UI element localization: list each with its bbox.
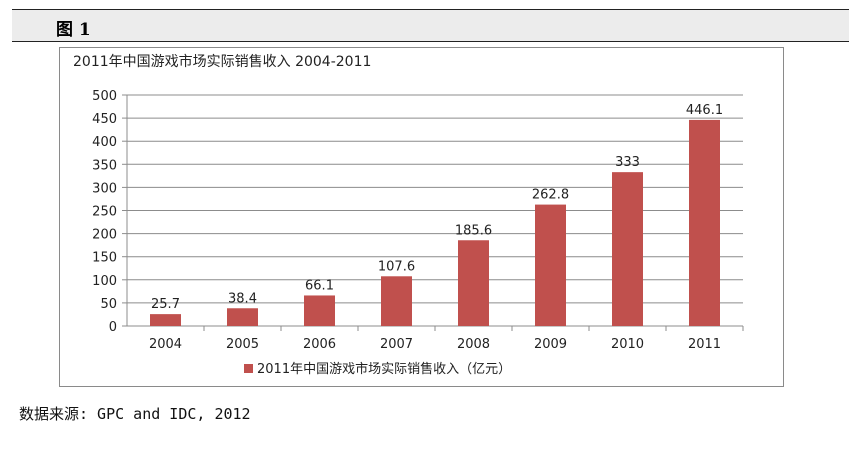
x-tick-label: 2007 [380, 337, 413, 352]
y-tick-label: 450 [92, 112, 117, 127]
x-tick-label: 2008 [457, 337, 490, 352]
data-label: 185.6 [455, 223, 492, 238]
source-note: 数据来源: GPC and IDC, 2012 [19, 405, 251, 423]
bar [612, 172, 643, 326]
y-tick-label: 100 [92, 274, 117, 289]
bar [535, 204, 566, 326]
x-tick-label: 2011 [688, 337, 721, 352]
y-tick-label: 500 [92, 89, 117, 104]
bar [150, 314, 181, 326]
y-tick-label: 350 [92, 158, 117, 173]
chart-frame: 2011年中国游戏市场实际销售收入 2004-2011 0 50 100 150 200 2… [59, 47, 784, 387]
data-label: 66.1 [305, 278, 334, 293]
figure-label: 图 1 [56, 20, 91, 40]
data-label: 262.8 [532, 188, 569, 203]
x-tick-label: 2009 [534, 337, 567, 352]
chart-title: 2011年中国游戏市场实际销售收入 2004-2011 [73, 53, 371, 70]
bar [381, 276, 412, 326]
x-tick-label: 2010 [611, 337, 644, 352]
legend-swatch [244, 364, 253, 373]
bar-chart: 2011年中国游戏市场实际销售收入 2004-2011 0 50 100 150 200 2… [73, 53, 744, 377]
bar [458, 240, 489, 326]
y-tick-label: 0 [109, 320, 117, 335]
figure-header-bar: 图 1 [12, 9, 849, 42]
bar [227, 308, 258, 326]
y-tick-label: 300 [92, 181, 117, 196]
data-label: 107.6 [378, 259, 415, 274]
y-tick-label: 250 [92, 205, 117, 220]
data-label: 333 [615, 155, 640, 170]
bar [689, 119, 720, 327]
bar [304, 295, 335, 326]
x-tick-label: 2006 [303, 337, 336, 352]
x-tick-label: 2004 [149, 337, 182, 352]
data-label: 38.4 [228, 291, 257, 306]
data-label: 446.1 [686, 103, 723, 118]
y-tick-label: 50 [100, 297, 117, 312]
data-label: 25.7 [151, 297, 180, 312]
legend-label: 2011年中国游戏市场实际销售收入（亿元） [257, 361, 511, 377]
y-tick-label: 200 [92, 228, 117, 243]
x-tick-label: 2005 [226, 337, 259, 352]
y-tick-label: 400 [92, 135, 117, 150]
y-tick-label: 150 [92, 251, 117, 266]
